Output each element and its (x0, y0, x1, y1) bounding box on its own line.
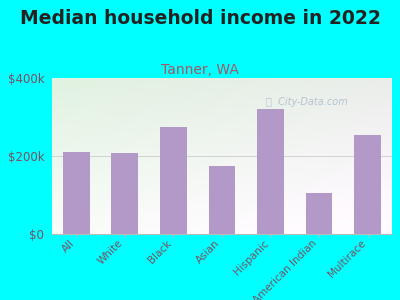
Bar (306, 193, 332, 234)
Text: Median household income in 2022: Median household income in 2022 (20, 9, 380, 28)
Text: Tanner, WA: Tanner, WA (161, 63, 239, 77)
Bar (209, 166, 235, 234)
Text: ⓘ  City-Data.com: ⓘ City-Data.com (266, 97, 348, 107)
Bar (63, 152, 90, 234)
Bar (112, 153, 138, 234)
Bar (354, 134, 381, 234)
Bar (257, 109, 284, 234)
Bar (160, 127, 187, 234)
